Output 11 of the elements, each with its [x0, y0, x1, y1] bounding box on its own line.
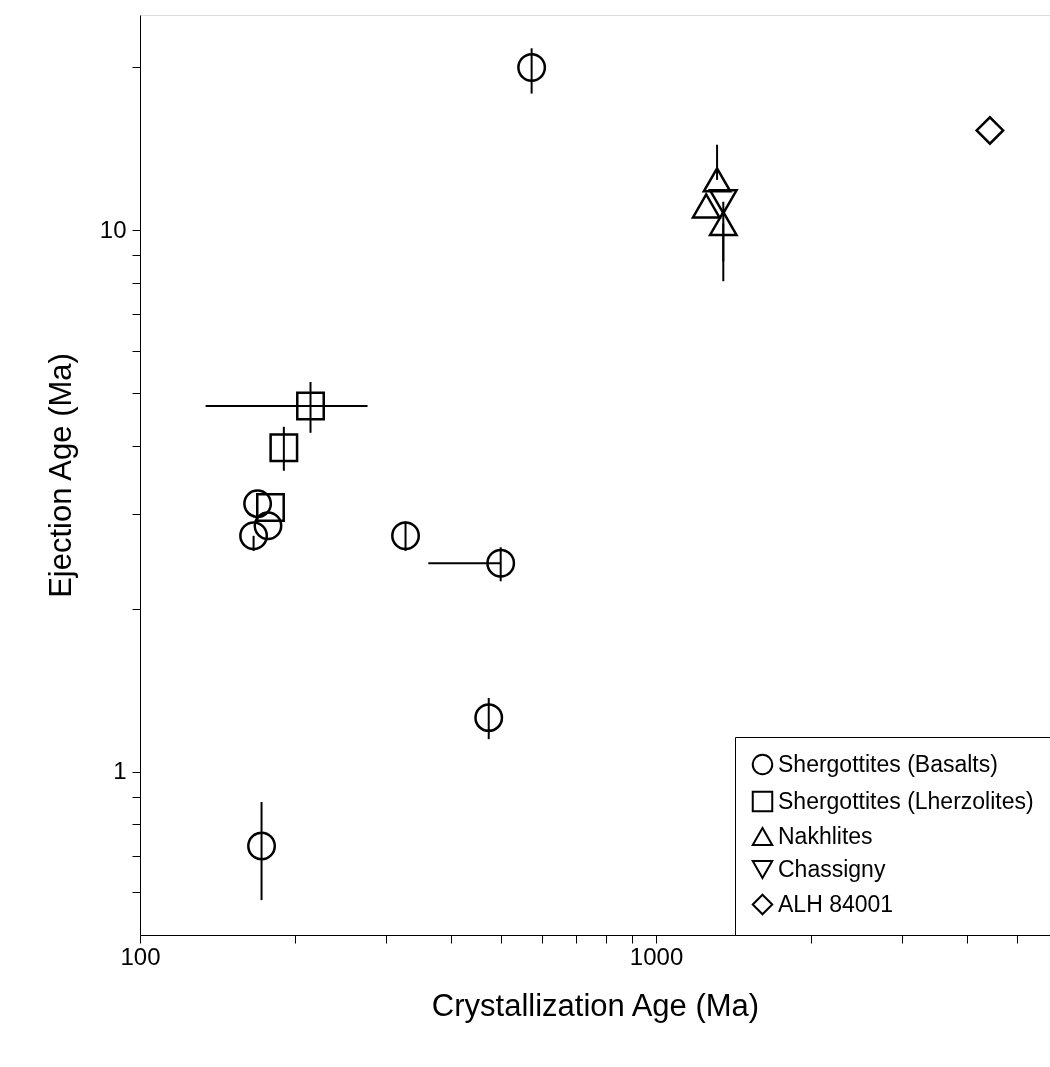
y-tick-label: 1: [113, 757, 127, 785]
y-tick-label: 10: [99, 215, 127, 243]
x-tick-label: 100: [120, 942, 161, 970]
y-axis-title: Ejection Age (Ma): [42, 353, 78, 598]
x-tick-label: 1000: [629, 942, 684, 970]
legend-label: ALH 84001: [778, 890, 894, 917]
legend-label: Shergottites (Lherzolites): [778, 787, 1034, 814]
legend-label: Nakhlites: [778, 822, 873, 849]
legend-label: Chassigny: [778, 855, 886, 882]
x-axis-title: Crystallization Age (Ma): [431, 987, 760, 1023]
legend-label: Shergottites (Basalts): [778, 750, 998, 777]
